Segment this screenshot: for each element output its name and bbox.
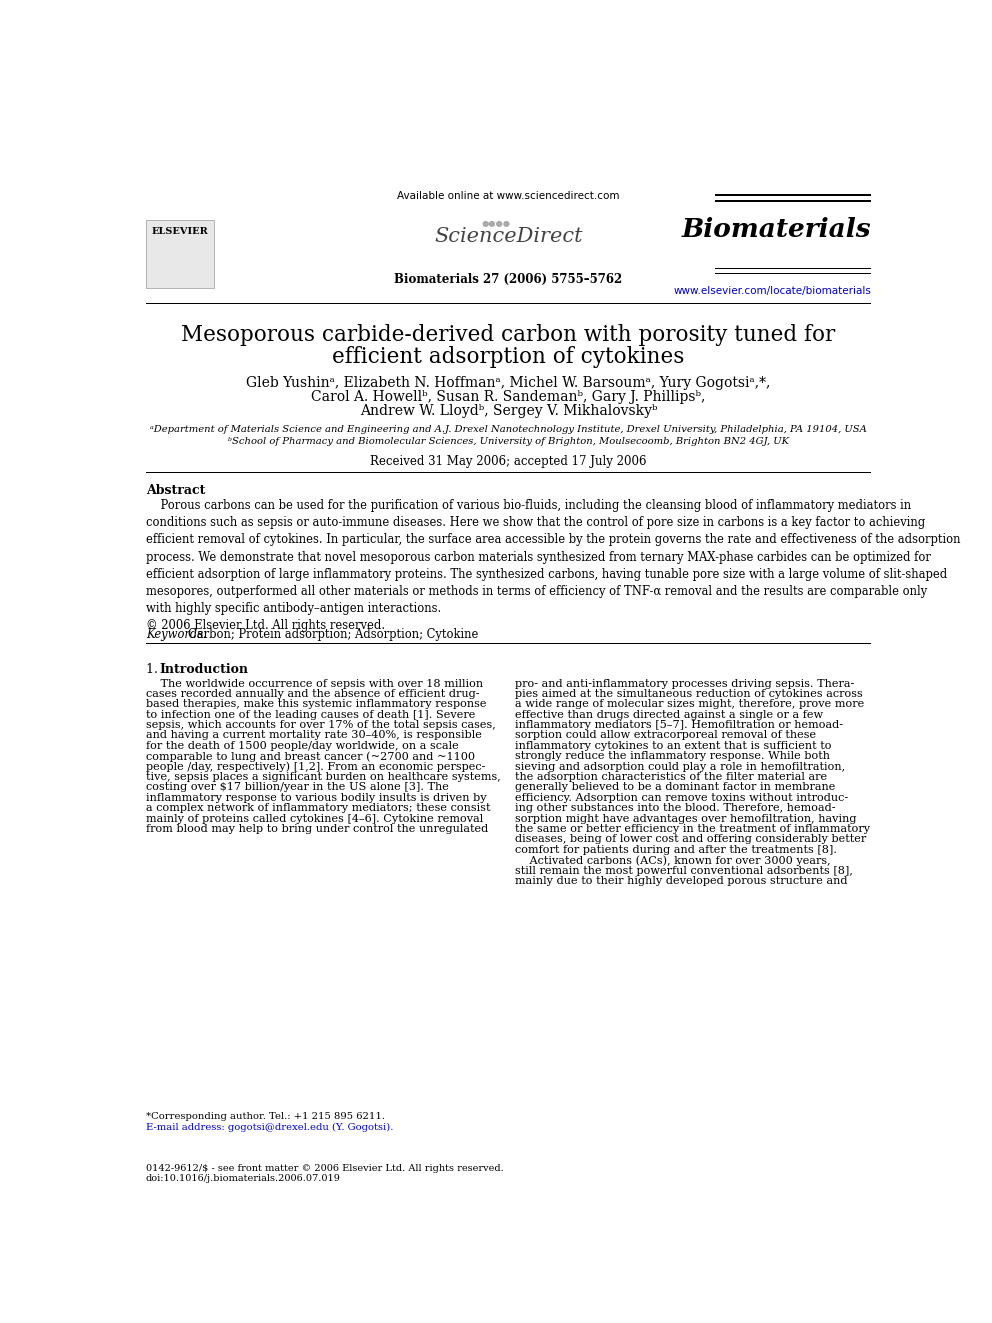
Text: Biomaterials: Biomaterials	[682, 217, 871, 242]
Text: the same or better efficiency in the treatment of inflammatory: the same or better efficiency in the tre…	[516, 824, 871, 833]
Text: sorption could allow extracorporeal removal of these: sorption could allow extracorporeal remo…	[516, 730, 816, 741]
Text: www.elsevier.com/locate/biomaterials: www.elsevier.com/locate/biomaterials	[674, 286, 871, 296]
Text: from blood may help to bring under control the unregulated: from blood may help to bring under contr…	[146, 824, 488, 833]
Text: Andrew W. Lloydᵇ, Sergey V. Mikhalovskyᵇ: Andrew W. Lloydᵇ, Sergey V. Mikhalovskyᵇ	[360, 404, 657, 418]
Text: Carbon; Protein adsorption; Adsorption; Cytokine: Carbon; Protein adsorption; Adsorption; …	[187, 628, 478, 642]
Text: mainly of proteins called cytokines [4–6]. Cytokine removal: mainly of proteins called cytokines [4–6…	[146, 814, 483, 824]
Text: tive, sepsis places a significant burden on healthcare systems,: tive, sepsis places a significant burden…	[146, 773, 500, 782]
Text: the adsorption characteristics of the filter material are: the adsorption characteristics of the fi…	[516, 773, 827, 782]
Text: Biomaterials 27 (2006) 5755–5762: Biomaterials 27 (2006) 5755–5762	[394, 273, 623, 286]
Text: Porous carbons can be used for the purification of various bio-fluids, including: Porous carbons can be used for the purif…	[146, 499, 960, 632]
Text: efficient adsorption of cytokines: efficient adsorption of cytokines	[332, 345, 684, 368]
Text: The worldwide occurrence of sepsis with over 18 million: The worldwide occurrence of sepsis with …	[146, 679, 483, 688]
Text: inflammatory response to various bodily insults is driven by: inflammatory response to various bodily …	[146, 792, 486, 803]
Text: inflammatory cytokines to an extent that is sufficient to: inflammatory cytokines to an extent that…	[516, 741, 832, 751]
Text: comfort for patients during and after the treatments [8].: comfort for patients during and after th…	[516, 845, 837, 855]
Text: sorption might have advantages over hemofiltration, having: sorption might have advantages over hemo…	[516, 814, 857, 824]
Text: Activated carbons (ACs), known for over 3000 years,: Activated carbons (ACs), known for over …	[516, 855, 831, 865]
Bar	[714, 200, 871, 202]
Text: ᵃDepartment of Materials Science and Engineering and A.J. Drexel Nanotechnology : ᵃDepartment of Materials Science and Eng…	[150, 425, 867, 434]
Text: ScienceDirect: ScienceDirect	[434, 226, 582, 246]
Text: inflammatory mediators [5–7]. Hemofiltration or hemoad-: inflammatory mediators [5–7]. Hemofiltra…	[516, 720, 843, 730]
Text: ᵇSchool of Pharmacy and Biomolecular Sciences, University of Brighton, Moulsecoo: ᵇSchool of Pharmacy and Biomolecular Sci…	[228, 437, 789, 446]
Text: Carol A. Howellᵇ, Susan R. Sandemanᵇ, Gary J. Phillipsᵇ,: Carol A. Howellᵇ, Susan R. Sandemanᵇ, Ga…	[311, 390, 705, 404]
Text: E-mail address: gogotsi@drexel.edu (Y. Gogotsi).: E-mail address: gogotsi@drexel.edu (Y. G…	[146, 1123, 393, 1132]
Text: 0142-9612/$ - see front matter © 2006 Elsevier Ltd. All rights reserved.: 0142-9612/$ - see front matter © 2006 El…	[146, 1164, 504, 1174]
Text: cases recorded annually and the absence of efficient drug-: cases recorded annually and the absence …	[146, 689, 479, 699]
Text: Received 31 May 2006; accepted 17 July 2006: Received 31 May 2006; accepted 17 July 2…	[370, 455, 647, 468]
Text: Introduction: Introduction	[160, 663, 249, 676]
Text: *Corresponding author. Tel.: +1 215 895 6211.: *Corresponding author. Tel.: +1 215 895 …	[146, 1113, 385, 1121]
Bar	[146, 221, 214, 288]
Text: doi:10.1016/j.biomaterials.2006.07.019: doi:10.1016/j.biomaterials.2006.07.019	[146, 1174, 340, 1183]
Text: diseases, being of lower cost and offering considerably better: diseases, being of lower cost and offeri…	[516, 835, 867, 844]
Text: mainly due to their highly developed porous structure and: mainly due to their highly developed por…	[516, 876, 848, 886]
Text: and having a current mortality rate 30–40%, is responsible: and having a current mortality rate 30–4…	[146, 730, 481, 741]
Text: ing other substances into the blood. Therefore, hemoad-: ing other substances into the blood. The…	[516, 803, 836, 814]
Text: 1.: 1.	[146, 663, 166, 676]
Text: ELSEVIER: ELSEVIER	[152, 226, 208, 235]
Text: a wide range of molecular sizes might, therefore, prove more: a wide range of molecular sizes might, t…	[516, 700, 865, 709]
Text: Mesoporous carbide-derived carbon with porosity tuned for: Mesoporous carbide-derived carbon with p…	[182, 324, 835, 347]
Bar	[714, 194, 871, 196]
Text: strongly reduce the inflammatory response. While both: strongly reduce the inflammatory respons…	[516, 751, 830, 761]
Text: for the death of 1500 people/day worldwide, on a scale: for the death of 1500 people/day worldwi…	[146, 741, 458, 751]
Text: generally believed to be a dominant factor in membrane: generally believed to be a dominant fact…	[516, 782, 835, 792]
Text: sepsis, which accounts for over 17% of the total sepsis cases,: sepsis, which accounts for over 17% of t…	[146, 720, 495, 730]
Text: effective than drugs directed against a single or a few: effective than drugs directed against a …	[516, 709, 823, 720]
Text: sieving and adsorption could play a role in hemofiltration,: sieving and adsorption could play a role…	[516, 762, 845, 771]
Text: pro- and anti-inflammatory processes driving sepsis. Thera-: pro- and anti-inflammatory processes dri…	[516, 679, 855, 688]
Text: ●●●●: ●●●●	[481, 218, 511, 228]
Text: comparable to lung and breast cancer (~2700 and ~1100: comparable to lung and breast cancer (~2…	[146, 751, 475, 762]
Text: pies aimed at the simultaneous reduction of cytokines across: pies aimed at the simultaneous reduction…	[516, 689, 863, 699]
Text: Gleb Yushinᵃ, Elizabeth N. Hoffmanᵃ, Michel W. Barsoumᵃ, Yury Gogotsiᵃ,*,: Gleb Yushinᵃ, Elizabeth N. Hoffmanᵃ, Mic…	[246, 376, 771, 390]
Text: costing over $17 billion/year in the US alone [3]. The: costing over $17 billion/year in the US …	[146, 782, 448, 792]
Text: to infection one of the leading causes of death [1]. Severe: to infection one of the leading causes o…	[146, 709, 475, 720]
Text: efficiency. Adsorption can remove toxins without introduc-: efficiency. Adsorption can remove toxins…	[516, 792, 848, 803]
Text: still remain the most powerful conventional adsorbents [8],: still remain the most powerful conventio…	[516, 865, 853, 876]
Text: a complex network of inflammatory mediators; these consist: a complex network of inflammatory mediat…	[146, 803, 490, 814]
Text: Available online at www.sciencedirect.com: Available online at www.sciencedirect.co…	[397, 191, 620, 201]
Text: based therapies, make this systemic inflammatory response: based therapies, make this systemic infl…	[146, 700, 486, 709]
Text: Abstract: Abstract	[146, 484, 205, 496]
Text: people /day, respectively) [1,2]. From an economic perspec-: people /day, respectively) [1,2]. From a…	[146, 762, 485, 773]
Text: Keywords:: Keywords:	[146, 628, 210, 642]
